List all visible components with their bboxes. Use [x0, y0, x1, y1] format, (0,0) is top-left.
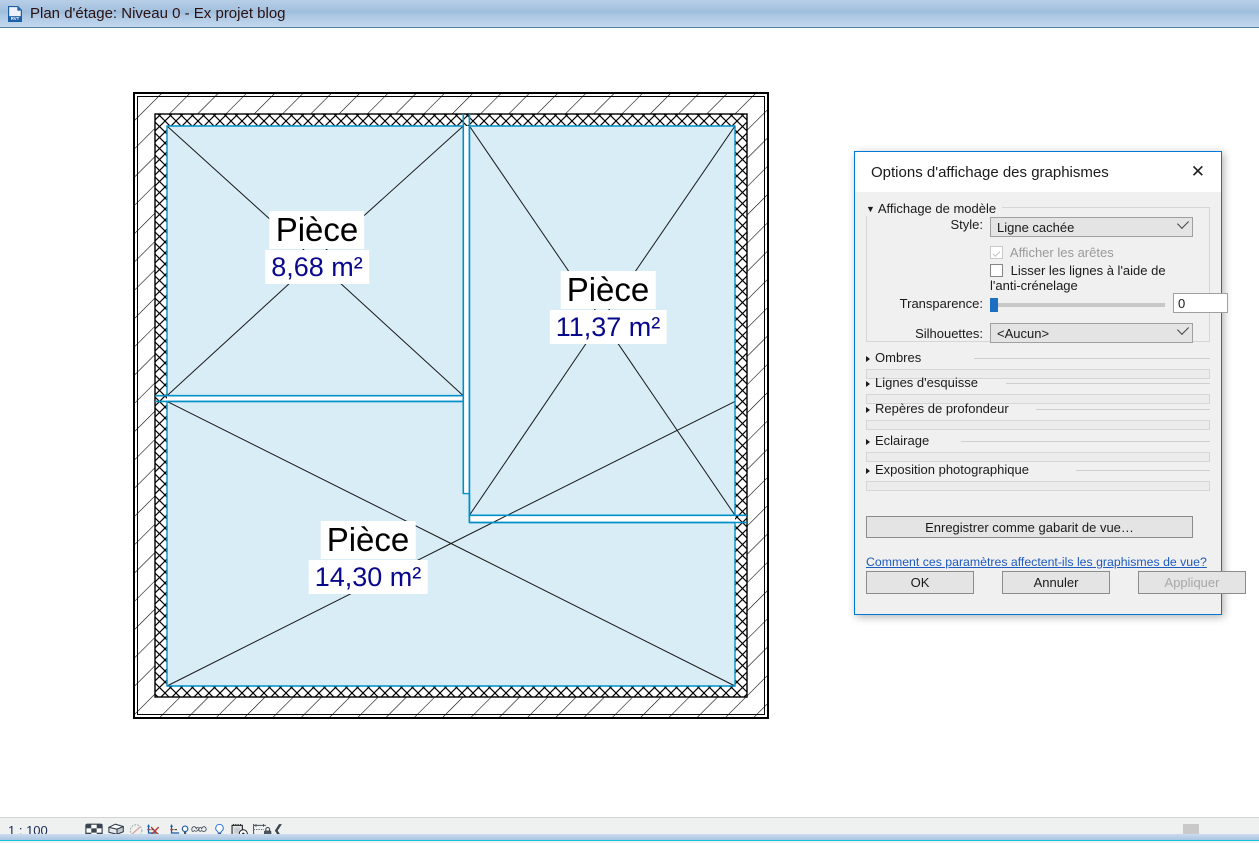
- svg-text:RVT: RVT: [11, 16, 20, 21]
